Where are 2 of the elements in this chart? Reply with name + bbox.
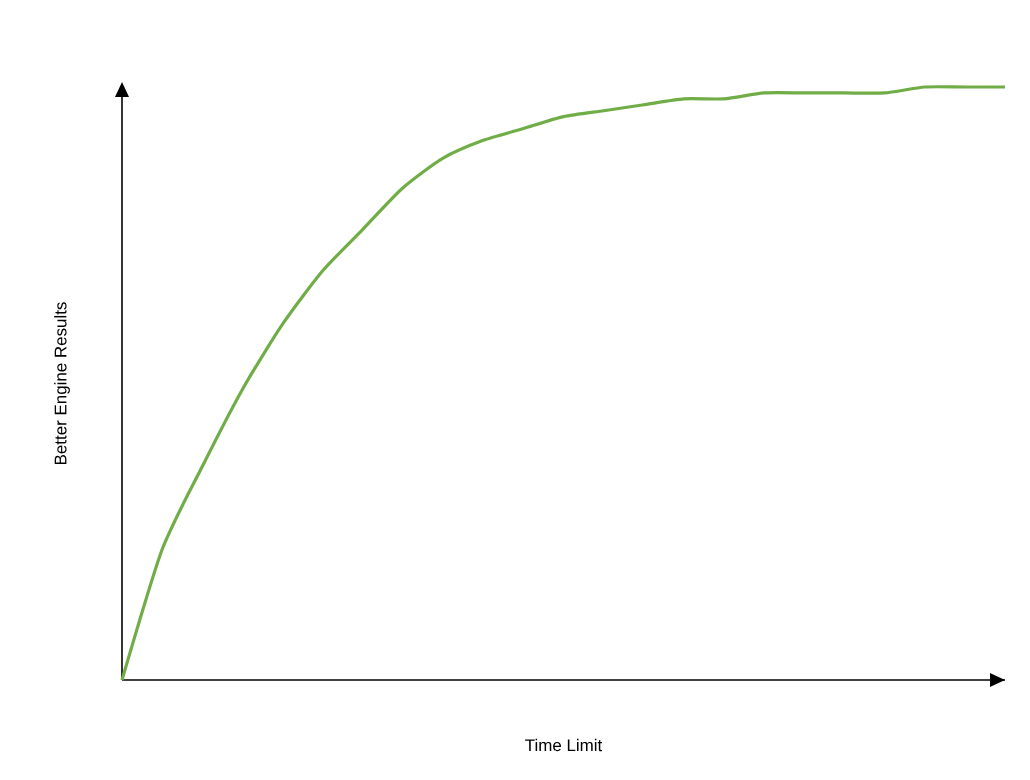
- x-axis-title: Time Limit: [525, 738, 603, 752]
- y-axis-title: Better Engine Results: [54, 302, 70, 465]
